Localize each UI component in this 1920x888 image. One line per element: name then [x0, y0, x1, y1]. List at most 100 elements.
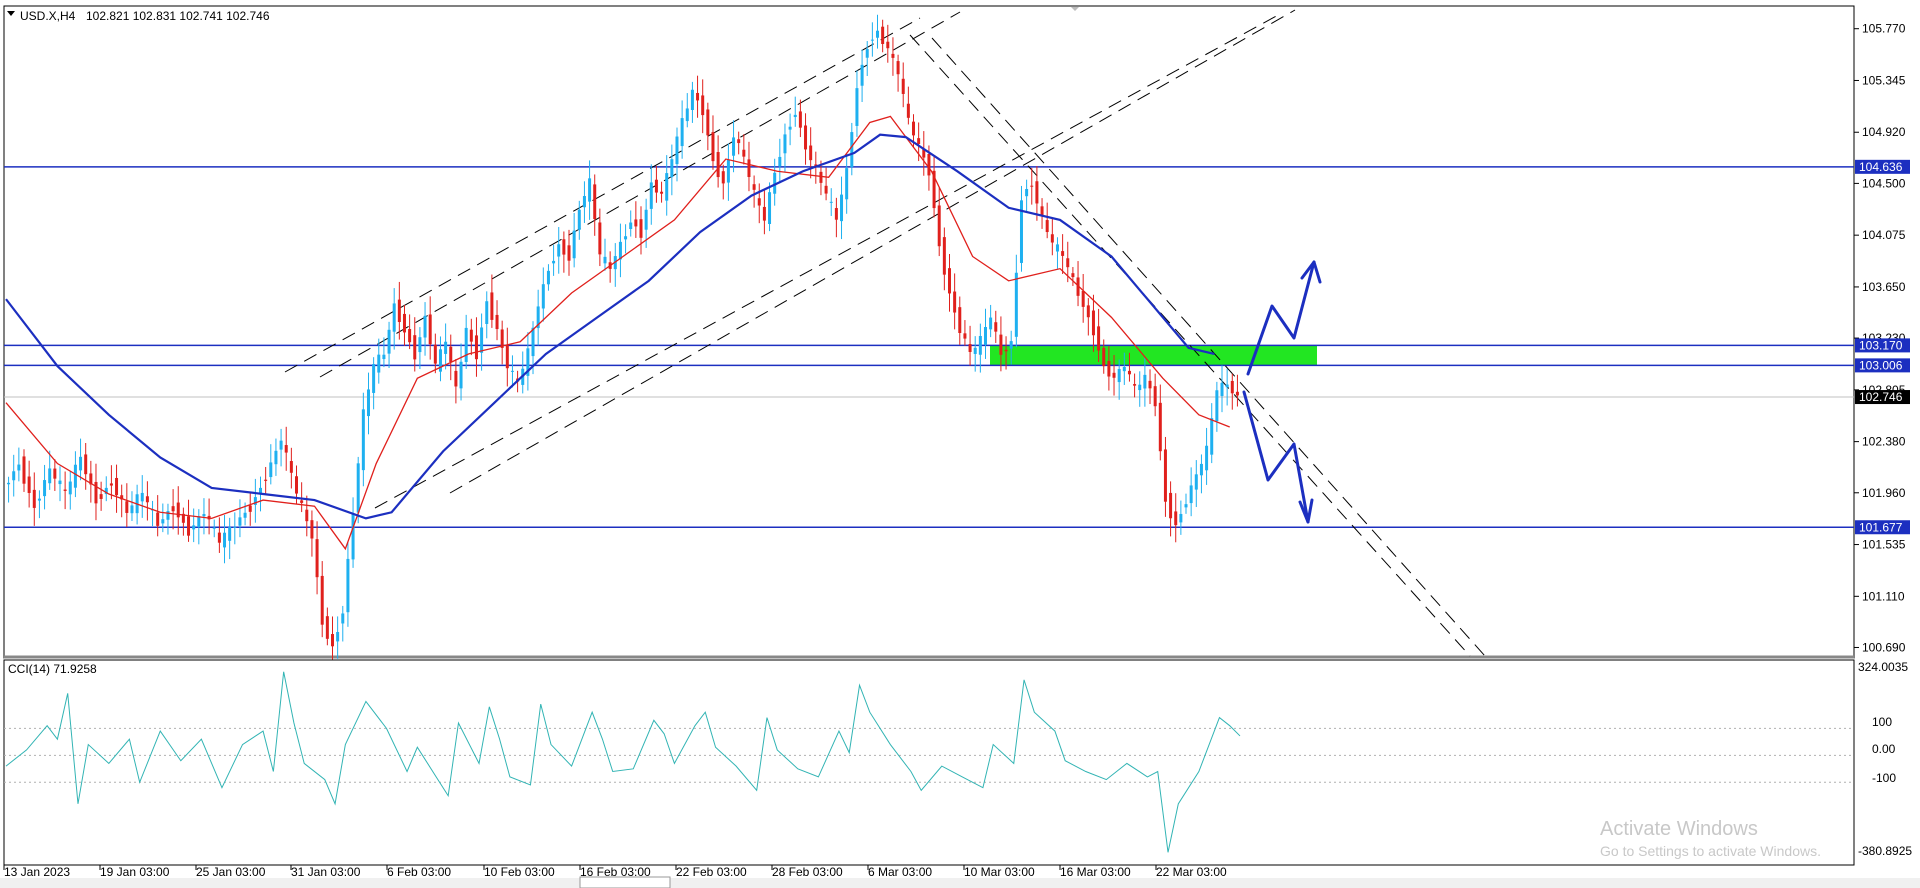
candle-body: [1230, 380, 1234, 394]
price-tick-label: 104.920: [1862, 125, 1906, 139]
candle-body: [130, 505, 134, 514]
candle-body: [726, 159, 730, 183]
candle-body: [449, 346, 453, 362]
candle-body: [860, 64, 864, 86]
candle-body: [1179, 513, 1183, 523]
candle-body: [1169, 492, 1173, 519]
price-tag: [1855, 390, 1910, 405]
cci-level-lines: [4, 727, 1854, 783]
candle-body: [1081, 291, 1085, 307]
candle-body: [973, 347, 977, 354]
candle-body: [711, 132, 715, 162]
candle-body: [834, 208, 838, 220]
candle-body: [932, 170, 936, 209]
candle-body: [552, 260, 556, 264]
candle-body: [675, 136, 679, 165]
candle-body: [392, 303, 396, 332]
candle-body: [881, 26, 885, 44]
scenario-arrows: [1242, 260, 1322, 524]
candle-body: [377, 354, 381, 373]
candle-body: [1030, 185, 1034, 187]
time-tick-label: 6 Mar 03:00: [868, 865, 932, 879]
time-tick-label: 28 Feb 03:00: [772, 865, 843, 879]
candle-body: [387, 329, 391, 354]
active-chart-tab[interactable]: [579, 876, 671, 888]
activate-windows-subtitle: Go to Settings to activate Windows.: [1600, 843, 1821, 859]
candle-body: [48, 468, 52, 484]
price-tag: [1855, 520, 1910, 535]
candle-body: [176, 502, 180, 518]
candle-body: [639, 219, 643, 238]
candle-body: [968, 344, 972, 352]
candle-body: [1225, 384, 1229, 388]
candle-body: [588, 178, 592, 202]
candle-body: [480, 327, 484, 353]
candle-body: [1205, 445, 1209, 471]
candle-body: [1055, 244, 1059, 252]
candle-body: [17, 464, 21, 471]
candle-body: [279, 440, 283, 450]
candle-body: [690, 89, 694, 111]
candle-body: [115, 477, 119, 496]
candle-body: [289, 461, 293, 473]
candle-body: [274, 450, 278, 465]
symbol-menu-triangle-icon[interactable]: [7, 11, 15, 16]
candle-body: [315, 539, 319, 578]
candle-body: [1066, 258, 1070, 268]
candle-body: [1143, 374, 1147, 389]
candle-body: [788, 126, 792, 130]
candle-body: [243, 512, 247, 518]
time-tick-label: 13 Jan 2023: [4, 865, 70, 879]
candle-body: [937, 205, 941, 247]
price-tick-label: 102.380: [1862, 435, 1906, 449]
candle-body: [295, 476, 299, 494]
candle-body: [382, 354, 386, 360]
bullish-arrow-head: [1300, 260, 1322, 284]
chart-shift-marker-icon[interactable]: [1071, 7, 1079, 11]
candle-body: [320, 575, 324, 625]
channel-lower-line: [374, 13, 1281, 509]
candle-body: [7, 482, 11, 485]
candle-body: [706, 109, 710, 136]
candle-body: [228, 527, 232, 541]
candle-body: [1025, 188, 1029, 197]
main-chart-frame: [3, 5, 1855, 659]
candle-body: [120, 495, 124, 500]
candle-body: [1235, 391, 1239, 396]
candle-body: [351, 513, 355, 560]
candle-body: [269, 462, 273, 478]
candle-body: [778, 156, 782, 167]
candle-body: [428, 314, 432, 345]
candle-body: [593, 184, 597, 220]
candle-body: [768, 192, 772, 225]
candle-body: [876, 30, 880, 38]
candle-body: [953, 291, 957, 313]
candle-body: [418, 337, 422, 353]
candle-body: [624, 236, 628, 240]
candle-body: [1102, 347, 1106, 367]
candle-body: [37, 498, 41, 501]
candle-body: [845, 168, 849, 200]
candle-body: [22, 456, 26, 484]
candle-body: [12, 471, 16, 481]
candle-body: [603, 256, 607, 264]
candle-body: [1133, 384, 1137, 386]
candle-body: [1127, 370, 1131, 375]
candle-body: [696, 92, 700, 101]
candle-body: [906, 103, 910, 118]
candle-body: [1163, 449, 1167, 502]
candle-body: [1035, 181, 1039, 204]
candle-body: [433, 344, 437, 364]
candle-body: [541, 284, 545, 309]
candle-body: [248, 505, 252, 512]
candle-body: [259, 487, 263, 494]
candle-body: [217, 532, 221, 543]
price-tick-label: 101.960: [1862, 486, 1906, 500]
time-axis[interactable]: 13 Jan 2023 19 Jan 03:00 25 Jan 03:00 31 Ja…: [3, 865, 1227, 879]
down-trend-line: [909, 34, 1471, 657]
candle-body: [181, 513, 185, 523]
time-tick-label: 10 Mar 03:00: [964, 865, 1035, 879]
candle-body: [747, 159, 751, 177]
cci-axis-minus100: -100: [1872, 771, 1896, 785]
